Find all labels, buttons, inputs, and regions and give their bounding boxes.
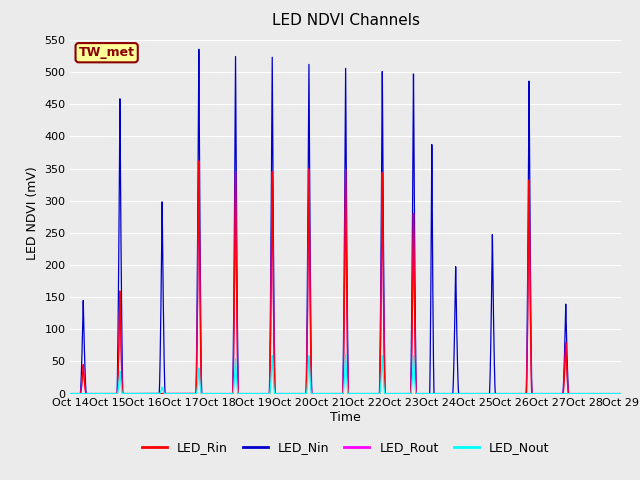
X-axis label: Time: Time	[330, 411, 361, 424]
Y-axis label: LED NDVI (mV): LED NDVI (mV)	[26, 167, 39, 261]
Title: LED NDVI Channels: LED NDVI Channels	[271, 13, 420, 28]
Legend: LED_Rin, LED_Nin, LED_Rout, LED_Nout: LED_Rin, LED_Nin, LED_Rout, LED_Nout	[137, 436, 554, 459]
Text: TW_met: TW_met	[79, 46, 134, 59]
